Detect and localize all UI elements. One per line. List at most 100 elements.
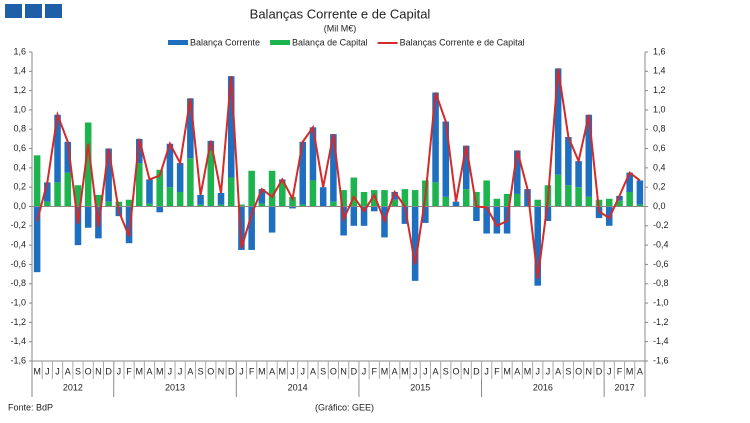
x-tick-label: M — [156, 366, 164, 376]
x-tick-label: A — [310, 366, 316, 376]
bar — [156, 206, 163, 213]
y-tick-label: -0,6 — [10, 259, 26, 269]
bar — [544, 206, 552, 221]
x-tick-label: M — [626, 366, 634, 376]
x-tick-label: S — [75, 366, 81, 376]
year-label: 2013 — [165, 382, 185, 392]
y-tick-label: 1,4 — [13, 66, 26, 76]
line-series — [36, 68, 641, 280]
bar — [146, 179, 153, 204]
logo-square — [25, 4, 42, 18]
bar — [84, 122, 92, 207]
bar — [289, 206, 296, 209]
y2-tick-label: -0,6 — [653, 259, 669, 269]
bar — [74, 185, 82, 207]
bar — [217, 204, 225, 207]
bar — [626, 192, 633, 207]
legend-label: Balanças Corrente e de Capital — [400, 37, 525, 47]
bar — [370, 206, 378, 212]
chart-subtitle: (Mil M€) — [324, 23, 357, 33]
bar — [105, 201, 112, 207]
x-tick-label: O — [330, 366, 337, 376]
y-tick-label: 0,4 — [13, 162, 26, 172]
bar — [626, 172, 633, 193]
source: Fonte: BdP — [8, 402, 53, 412]
year-label: 2014 — [288, 382, 308, 392]
x-tick-label: D — [473, 366, 480, 376]
x-tick-label: J — [423, 366, 428, 376]
x-tick-label: N — [340, 366, 347, 376]
bar — [136, 138, 143, 164]
bar — [462, 145, 470, 190]
bar — [258, 203, 266, 207]
y2-tick-label: -0,4 — [653, 240, 669, 250]
x-tick-label: N — [218, 366, 225, 376]
x-tick-label: O — [452, 366, 459, 376]
bar — [105, 148, 112, 202]
bar — [166, 143, 174, 188]
x-tick-label: F — [372, 366, 378, 376]
y2-tick-label: 0,0 — [653, 201, 666, 211]
legend-label: Balança Corrente — [190, 37, 260, 47]
bar — [33, 155, 41, 207]
bar — [197, 194, 204, 205]
logo-square — [45, 4, 62, 18]
x-tick-label: A — [269, 366, 275, 376]
y2-tick-label: -0,2 — [653, 220, 669, 230]
y2-tick-label: 0,4 — [653, 162, 666, 172]
x-tick-label: S — [320, 366, 326, 376]
bar — [248, 170, 255, 207]
x-tick-label: M — [401, 366, 409, 376]
bar — [503, 193, 511, 207]
bar — [401, 189, 409, 207]
y-tick-label: 1,2 — [13, 85, 26, 95]
y2-tick-label: -1,2 — [653, 317, 669, 327]
bar — [330, 201, 337, 207]
y-tick-label: -1,6 — [10, 355, 26, 365]
x-tick-label: M — [33, 366, 41, 376]
bar — [483, 180, 490, 207]
y2-tick-label: 1,0 — [653, 104, 666, 114]
bar — [207, 150, 215, 207]
x-tick-label: J — [178, 366, 183, 376]
bar — [350, 206, 358, 226]
x-tick-label: N — [586, 366, 593, 376]
x-tick-label: A — [433, 366, 439, 376]
x-tick-label: J — [55, 366, 60, 376]
bar — [575, 187, 582, 207]
logo-square — [5, 4, 22, 18]
x-tick-label: D — [105, 366, 112, 376]
bar — [514, 193, 521, 207]
bar — [514, 150, 521, 194]
bar — [268, 170, 276, 207]
bar — [309, 127, 317, 181]
bar — [585, 196, 593, 207]
bar — [585, 114, 593, 197]
legend-label: Balança de Capital — [292, 37, 368, 47]
x-tick-label: J — [168, 366, 173, 376]
x-tick-label: J — [290, 366, 295, 376]
y-tick-label: -1,4 — [10, 336, 26, 346]
bar — [381, 190, 388, 207]
bar — [309, 180, 317, 207]
bar — [575, 161, 582, 188]
y-tick-label: -1,0 — [10, 297, 26, 307]
bar — [197, 204, 204, 207]
bar — [238, 204, 245, 207]
bar — [227, 76, 235, 178]
bar — [64, 172, 72, 207]
bar — [64, 141, 72, 173]
x-tick-label: M — [258, 366, 266, 376]
x-tick-label: D — [596, 366, 603, 376]
bar — [493, 206, 501, 234]
bar — [554, 174, 562, 207]
x-tick-label: S — [198, 366, 204, 376]
legend-swatch — [270, 40, 291, 45]
y-tick-label: 1,6 — [13, 46, 26, 56]
x-tick-label: J — [239, 366, 244, 376]
x-tick-label: D — [228, 366, 235, 376]
y-tick-label: 1,0 — [13, 104, 26, 114]
bar — [187, 98, 194, 159]
bar — [534, 199, 541, 207]
